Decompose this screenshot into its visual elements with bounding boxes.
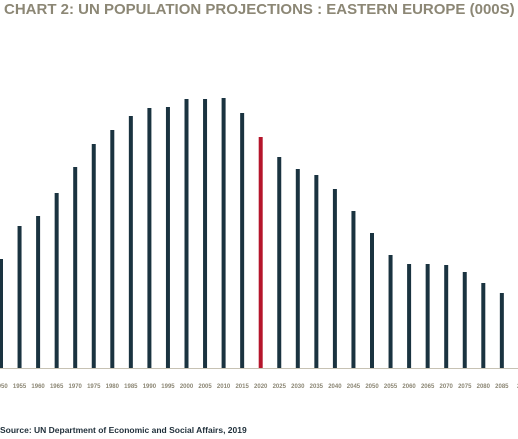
bar-1980 [110,130,115,368]
x-tick-label-2055: 2055 [384,384,398,390]
chart-title: CHART 2: UN POPULATION PROJECTIONS : EAS… [4,0,518,20]
x-tick-label-1980: 1980 [106,384,120,390]
x-tick-label-2075: 2075 [458,384,472,390]
chart-title-main: UN POPULATION PROJECTIONS : EASTERN EURO… [78,1,518,18]
x-tick-label-2060: 2060 [402,384,416,390]
bar-2035 [314,175,319,368]
bar-2065 [425,264,430,368]
bar-1995 [165,107,170,368]
bar-1985 [128,116,133,368]
x-tick-label-2000: 2000 [180,384,194,390]
bar-2075 [462,272,467,368]
bar-2070 [444,265,449,368]
bar-2000 [184,99,189,368]
source-note: Source: UN Department of Economic and So… [0,425,247,435]
bar-2040 [332,189,337,368]
x-tick-label-2080: 2080 [477,384,491,390]
x-tick-label-2030: 2030 [291,384,305,390]
x-tick-label-1960: 1960 [31,384,45,390]
x-tick-label-1955: 1955 [13,384,27,390]
x-tick-label-1985: 1985 [124,384,138,390]
bar-2005 [203,99,208,368]
bar-1990 [147,108,152,368]
bar-2085 [499,293,504,368]
x-tick-label-1995: 1995 [161,384,175,390]
bar-2045 [351,211,356,368]
x-tick-label-2005: 2005 [198,384,212,390]
bar-1975 [91,144,96,368]
bar-2050 [370,233,374,368]
x-tick-label-2040: 2040 [328,384,342,390]
bar-2055 [388,255,393,368]
x-tick-label-1950: 1950 [0,384,8,390]
bar-1950 [0,259,3,368]
x-tick-label-2050: 2050 [365,384,379,390]
x-tick-label-1975: 1975 [87,384,101,390]
chart-title-prefix: CHART 2: [4,1,74,18]
bar-2030 [295,169,300,368]
x-tick-label-1990: 1990 [143,384,157,390]
x-tick-label-2015: 2015 [235,384,249,390]
bar-2020 [258,137,263,368]
bar-2060 [407,264,412,368]
bar-1965 [54,193,59,368]
x-tick-label-2025: 2025 [273,384,287,390]
bar-2015 [240,113,245,368]
bar-2025 [277,157,282,368]
x-tick-label-2045: 2045 [347,384,361,390]
x-tick-label-2065: 2065 [421,384,435,390]
x-tick-label-1970: 1970 [69,384,83,390]
x-tick-label-2085: 2085 [495,384,509,390]
bar-1955 [17,226,22,368]
x-tick-label-2035: 2035 [310,384,324,390]
x-tick-label-1965: 1965 [50,384,64,390]
x-tick-label-2010: 2010 [217,384,231,390]
x-tick-label-2070: 2070 [440,384,454,390]
bar-1970 [73,167,78,368]
bar-1960 [36,216,41,368]
x-tick-label-2020: 2020 [254,384,268,390]
bar-2010 [221,98,226,368]
bar-2080 [481,283,486,368]
